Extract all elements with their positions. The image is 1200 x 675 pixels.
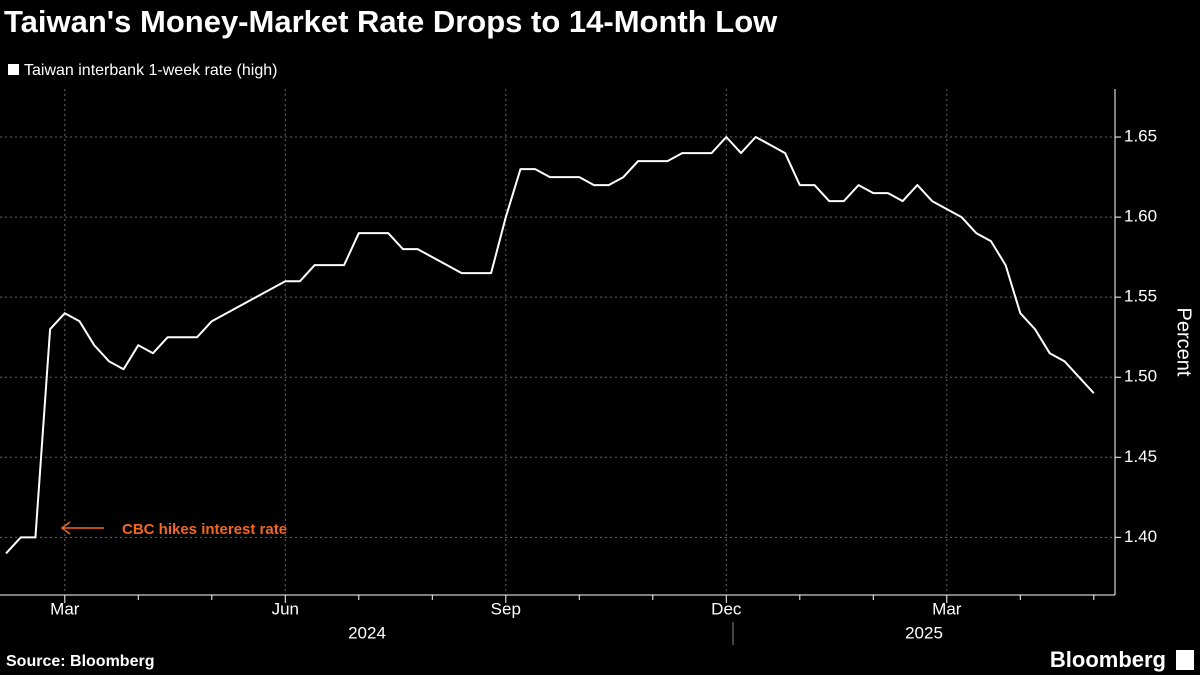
y-tick-label: 1.65 <box>1124 127 1157 146</box>
y-tick-label: 1.60 <box>1124 207 1157 226</box>
year-label: 2025 <box>905 623 943 642</box>
brand-icon <box>1176 650 1194 670</box>
year-label: 2024 <box>348 623 386 642</box>
legend-label: Taiwan interbank 1-week rate (high) <box>24 62 277 79</box>
brand: Bloomberg <box>1050 647 1166 672</box>
source: Source: Bloomberg <box>6 653 154 670</box>
x-tick-label: Jun <box>272 599 299 618</box>
line <box>5 136 1095 555</box>
annotation-arrowhead <box>60 521 71 535</box>
y-tick-label: 1.50 <box>1124 367 1157 386</box>
y-tick-label: 1.45 <box>1124 447 1157 466</box>
y-axis-label: Percent <box>1173 308 1195 377</box>
x-tick-label: Dec <box>711 599 742 618</box>
annotation: CBC hikes interest rate <box>122 521 287 538</box>
x-tick-label: Mar <box>50 599 80 618</box>
y-tick-label: 1.55 <box>1124 287 1157 306</box>
x-tick-label: Sep <box>491 599 521 618</box>
legend-swatch <box>8 64 19 75</box>
chart-title: Taiwan's Money-Market Rate Drops to 14-M… <box>4 4 778 39</box>
y-tick-label: 1.40 <box>1124 527 1157 546</box>
x-tick-label: Mar <box>932 599 962 618</box>
